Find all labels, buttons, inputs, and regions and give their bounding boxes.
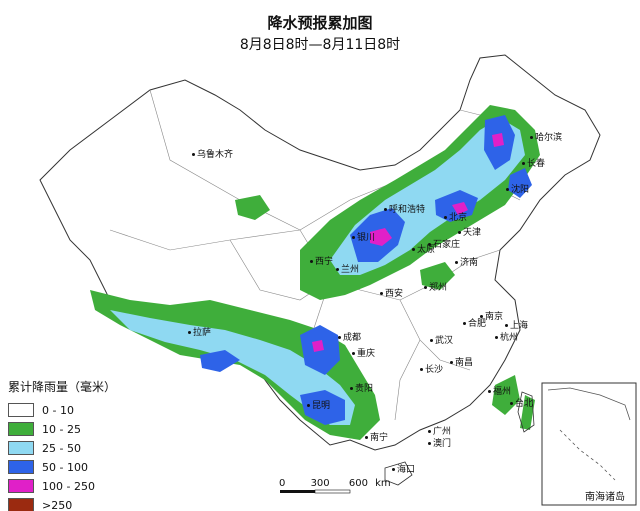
- legend-item: 100 - 250: [8, 477, 158, 495]
- city-label: 贵阳: [350, 381, 373, 394]
- rain-band-100-250-yinchuan: [370, 228, 392, 246]
- city-label: 济南: [455, 255, 478, 268]
- city-label: 哈尔滨: [530, 130, 562, 143]
- city-label: 乌鲁木齐: [192, 147, 233, 160]
- legend-title: 累计降雨量（毫米）: [8, 380, 117, 394]
- legend-swatch: [8, 441, 34, 455]
- city-label: 石家庄: [428, 237, 460, 250]
- rain-band-25-50-sw: [110, 310, 355, 425]
- city-label: 长春: [522, 156, 545, 169]
- city-label: 海口: [392, 462, 415, 475]
- city-label: 福州: [488, 384, 511, 397]
- city-label: 天津: [458, 225, 481, 238]
- legend-label: 25 - 50: [42, 441, 81, 455]
- legend-swatch: [8, 498, 34, 511]
- legend-item: 10 - 25: [8, 420, 158, 438]
- rain-band-10-25-east: [420, 262, 455, 290]
- city-label: 拉萨: [188, 325, 211, 338]
- city-label: 杭州: [495, 330, 518, 343]
- rain-band-50-100-kunming: [300, 390, 345, 425]
- city-label: 太原: [412, 242, 435, 255]
- city-label: 西宁: [310, 254, 333, 267]
- inset-label: 南海诸岛: [585, 492, 625, 503]
- scale-labels: 0 300 600 km: [279, 478, 391, 489]
- legend-label: 100 - 250: [42, 479, 95, 493]
- city-label: 南昌: [450, 355, 473, 368]
- city-label: 合肥: [463, 316, 486, 329]
- legend-swatch: [8, 479, 34, 493]
- legend-label: 50 - 100: [42, 460, 88, 474]
- city-label: 北京: [444, 210, 467, 223]
- rain-band-10-25-taiwan: [520, 395, 535, 430]
- city-label: 郑州: [424, 280, 447, 293]
- city-label: 西安: [380, 286, 403, 299]
- legend-label: 0 - 10: [42, 403, 74, 417]
- scale-unit: km: [375, 478, 391, 489]
- rain-band-10-25-se: [492, 375, 520, 415]
- city-label: 银川: [352, 230, 375, 243]
- city-label: 重庆: [352, 346, 375, 359]
- scale-label: 300: [310, 478, 330, 489]
- city-label: 南京: [480, 309, 503, 322]
- city-label: 南宁: [365, 430, 388, 443]
- inset-dashed-line: [559, 429, 616, 481]
- south-china-sea-inset: [541, 382, 637, 506]
- scale-label: 0: [279, 478, 286, 489]
- legend-label: >250: [42, 498, 73, 511]
- legend-item: 0 - 10: [8, 401, 158, 419]
- scale-label: 600: [348, 478, 368, 489]
- city-label: 广州: [428, 424, 451, 437]
- map-subtitle: 8月8日8时—8月11日8时: [239, 37, 401, 53]
- legend-item: 25 - 50: [8, 439, 158, 457]
- rain-band-100-250-beijing: [452, 202, 468, 215]
- rain-band-50-100-tibet: [200, 350, 240, 372]
- map-title: 降水预报累加图: [267, 14, 373, 32]
- city-label: 上海: [505, 318, 528, 331]
- legend: 累计降雨量（毫米） 0 - 10 10 - 25 25 - 50 50 - 10…: [8, 378, 158, 511]
- taiwan-outline: [517, 391, 535, 433]
- city-label: 呼和浩特: [384, 202, 425, 215]
- legend-label: 10 - 25: [42, 422, 81, 436]
- legend-swatch: [8, 460, 34, 474]
- city-label: 澳门: [428, 436, 451, 449]
- legend-item: >250: [8, 496, 158, 511]
- rain-band-100-250-chengdu: [312, 340, 324, 352]
- city-label: 昆明: [307, 398, 330, 411]
- city-label: 长沙: [420, 362, 443, 375]
- city-label: 台北: [510, 396, 533, 409]
- legend-swatch: [8, 422, 34, 436]
- legend-item: 50 - 100: [8, 458, 158, 476]
- hainan-outline: [384, 461, 413, 486]
- city-label: 沈阳: [506, 182, 529, 195]
- city-label: 武汉: [430, 333, 453, 346]
- city-label: 兰州: [336, 262, 359, 275]
- inset-coastline: [547, 387, 631, 421]
- rain-band-50-100-ne2: [508, 168, 532, 198]
- scale-bar: [280, 489, 351, 494]
- legend-swatch: [8, 403, 34, 417]
- city-label: 成都: [338, 330, 361, 343]
- rain-band-100-250-ne: [492, 133, 504, 147]
- rain-band-10-25-west: [235, 195, 270, 220]
